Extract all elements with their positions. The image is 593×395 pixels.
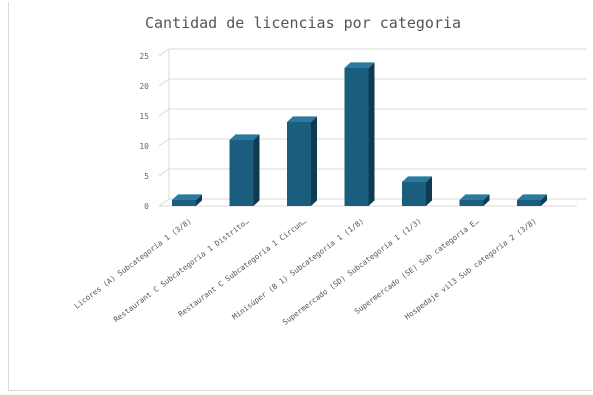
category-labels: Licores (A) Subcategoria 1 (3/8)Restaura…: [72, 216, 538, 327]
bar-side: [253, 134, 260, 206]
bar: [402, 182, 426, 206]
gridline-depth: [158, 138, 170, 147]
bar-top: [287, 116, 317, 122]
category-label: Restaurant C Subcategoria 1 Circun…: [177, 216, 309, 319]
bar: [517, 200, 541, 206]
bar-top: [402, 176, 432, 182]
gridline-depth: [158, 198, 170, 207]
bar-side: [541, 194, 547, 206]
chart-frame: Cantidad de licencias por categoria 0 5 10…: [8, 2, 592, 391]
y-tick-label: 0: [144, 202, 149, 211]
bar: [287, 122, 311, 206]
bar-chart: Cantidad de licencias por categoria 0 5 10…: [72, 14, 587, 327]
bar-top: [344, 62, 375, 68]
bars: [172, 62, 547, 207]
bar-side: [196, 194, 202, 206]
y-tick-labels: 0 5 10 15 20 25: [139, 52, 149, 211]
bar: [172, 200, 196, 206]
bar-top: [459, 194, 490, 200]
bar-side: [368, 62, 375, 207]
bar-side: [426, 176, 432, 206]
bar-top: [229, 134, 260, 140]
bar-top: [517, 194, 547, 200]
bar-side: [311, 116, 317, 206]
y-tick-label: 25: [139, 52, 149, 61]
category-label: Licores (A) Subcategoria 1 (3/8): [72, 216, 193, 310]
bar: [459, 200, 484, 206]
bar-top: [172, 194, 202, 200]
bar-side: [483, 194, 490, 206]
bar: [344, 68, 369, 206]
y-tick-label: 10: [139, 142, 149, 151]
bar: [229, 140, 254, 206]
gridline-depth: [158, 168, 170, 177]
gridline-depth: [158, 48, 170, 57]
y-tick-label: 5: [144, 172, 149, 181]
category-label: Hospedaje vil3 Sub categoria 2 (3/8): [403, 216, 538, 321]
chart-title: Cantidad de licencias por categoria: [145, 14, 461, 32]
y-tick-label: 15: [139, 112, 149, 121]
gridline-depth: [158, 108, 170, 117]
category-label: Supermercado (SE) Sub categoria E…: [353, 216, 481, 316]
y-tick-label: 20: [139, 82, 149, 91]
gridline-depth: [158, 78, 170, 87]
